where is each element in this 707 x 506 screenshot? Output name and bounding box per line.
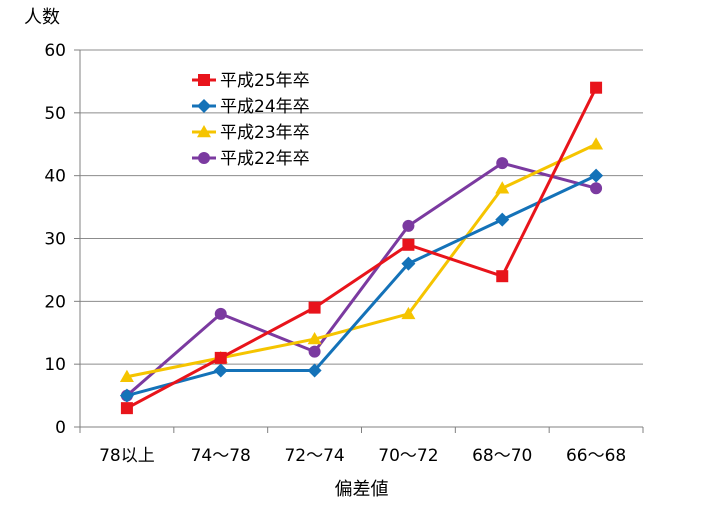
legend-marker (198, 152, 210, 164)
y-tick-label: 60 (44, 41, 66, 61)
data-point (402, 219, 415, 232)
x-axis-title: 偏差値 (335, 479, 389, 500)
y-tick-label: 0 (55, 418, 66, 438)
legend-label: 平成23年卒 (220, 123, 310, 143)
series-3 (119, 137, 604, 382)
y-tick-label: 40 (44, 167, 66, 187)
legend-label: 平成24年卒 (220, 97, 310, 117)
y-tick-label: 20 (44, 292, 66, 312)
data-point (401, 306, 416, 320)
data-point (214, 307, 227, 320)
data-point (589, 137, 604, 150)
series-line (126, 87, 598, 410)
data-point (590, 81, 603, 94)
x-tick-label: 68～70 (472, 446, 532, 466)
y-tick-label: 30 (44, 230, 66, 250)
gridlines (80, 49, 643, 365)
data-point (496, 157, 509, 170)
x-tick-label: 72～74 (284, 446, 344, 466)
data-point (590, 182, 603, 195)
data-point (119, 388, 134, 403)
x-tick-label: 70～72 (378, 446, 438, 466)
legend-entry: 平成23年卒 (192, 123, 310, 143)
data-point (119, 369, 134, 382)
legend-label: 平成25年卒 (220, 71, 310, 91)
series-2 (119, 168, 604, 403)
data-point (402, 238, 415, 251)
series-line (125, 161, 597, 397)
data-point (120, 402, 133, 415)
data-point (495, 181, 510, 194)
x-tick-label: 78以上 (99, 446, 155, 466)
data-point (308, 345, 321, 358)
legend-entry: 平成24年卒 (192, 97, 310, 117)
legend-label: 平成22年卒 (220, 149, 310, 169)
data-point (307, 332, 322, 345)
legend-marker (198, 74, 210, 86)
x-tick-label: 74～78 (191, 446, 251, 466)
legend-marker (197, 99, 211, 113)
series-lines (119, 81, 604, 415)
legend-marker (197, 125, 211, 138)
data-point (308, 301, 321, 314)
data-point (307, 363, 322, 378)
data-point (214, 351, 227, 364)
series-line (126, 174, 597, 398)
y-tick-label: 10 (44, 355, 66, 375)
series-1 (120, 81, 603, 415)
legend-entry: 平成25年卒 (192, 71, 310, 91)
data-point (213, 363, 228, 378)
data-point (495, 212, 510, 227)
x-tick-labels: 78以上 74～78 72～74 70～72 68～70 66～68 (99, 446, 626, 466)
y-axis-title: 人数 (24, 7, 60, 28)
legend-entry: 平成22年卒 (192, 149, 310, 169)
data-point (589, 168, 604, 183)
axes (74, 49, 644, 433)
data-point (496, 270, 509, 283)
series-line (126, 142, 597, 379)
y-tick-labels: 0 10 20 30 40 50 60 (44, 41, 66, 438)
data-point (401, 256, 416, 271)
y-tick-label: 50 (44, 104, 66, 124)
x-tick-label: 66～68 (566, 446, 626, 466)
